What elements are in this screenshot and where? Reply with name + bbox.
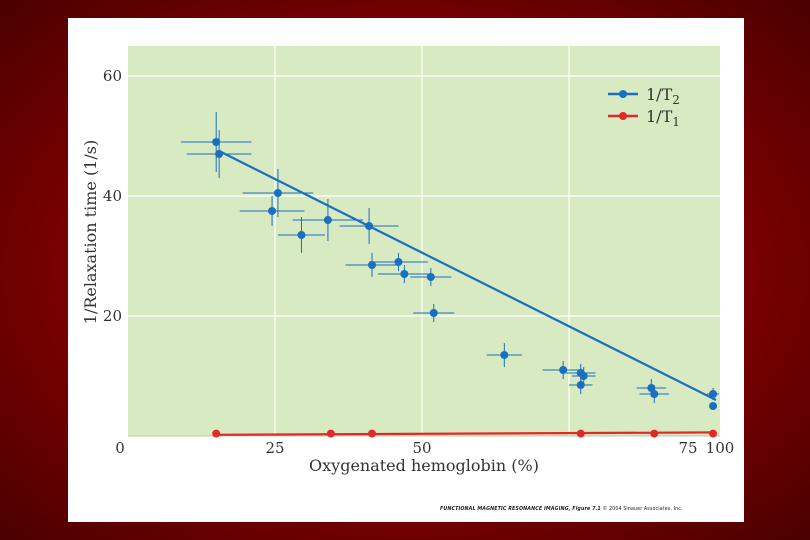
point-t2-15 xyxy=(579,372,588,380)
legend-label-t1: 1/T1 xyxy=(646,107,680,129)
point-t2-3 xyxy=(268,207,277,215)
point-t2-11 xyxy=(429,309,438,317)
point-t2-13 xyxy=(559,366,568,374)
point-t2-7 xyxy=(368,261,377,269)
point-t2-4 xyxy=(297,231,306,239)
y-tick-label-40: 40 xyxy=(103,187,122,205)
x-tick-label-100: 100 xyxy=(706,439,735,457)
point-t2-9 xyxy=(400,270,409,278)
x-tick-label-50: 50 xyxy=(412,439,431,457)
gridlines xyxy=(128,46,720,436)
point-t2-2 xyxy=(273,189,282,197)
point-t1-1 xyxy=(326,429,335,438)
point-t2-19 xyxy=(709,390,718,398)
point-t2-8 xyxy=(394,258,403,266)
x-tick-label-75: 75 xyxy=(678,439,697,457)
point-t2-6 xyxy=(365,222,374,230)
point-t2-0 xyxy=(212,138,221,146)
x-tick-label-25: 25 xyxy=(265,439,284,457)
point-t2-5 xyxy=(323,216,332,224)
series-t1 xyxy=(212,429,718,438)
fit-line-t1 xyxy=(216,431,717,436)
point-t1-5 xyxy=(709,429,718,438)
point-t1-4 xyxy=(650,429,659,438)
plot-area xyxy=(128,46,720,436)
point-t2-1 xyxy=(215,150,224,158)
credit-rest: © 2004 Sinauer Associates, Inc. xyxy=(602,507,683,512)
point-t1-0 xyxy=(212,429,221,438)
point-t2-18 xyxy=(650,390,659,398)
legend-item-t2: 1/T2 xyxy=(608,85,680,107)
legend-label-t2: 1/T2 xyxy=(646,85,680,107)
point-t2-12 xyxy=(500,351,509,359)
point-t1-3 xyxy=(576,429,585,438)
x-axis-title: Oxygenated hemoglobin (%) xyxy=(309,456,539,475)
y-axis-title: 1/Relaxation time (1/s) xyxy=(81,140,100,324)
credit-title: FUNCTIONAL MAGNETIC RESONANCE IMAGING, F… xyxy=(440,507,601,512)
tick-labels: 0 25 50 75 100 20 40 60 xyxy=(103,67,734,457)
x-tick-label-0: 0 xyxy=(115,439,125,457)
point-t1-2 xyxy=(368,429,377,438)
legend-item-t1: 1/T1 xyxy=(608,107,680,129)
y-tick-label-20: 20 xyxy=(103,307,122,325)
point-t2-17 xyxy=(647,384,656,392)
point-t2-16 xyxy=(576,381,585,389)
figure-credit: FUNCTIONAL MAGNETIC RESONANCE IMAGING, F… xyxy=(440,507,683,512)
y-tick-label-60: 60 xyxy=(103,67,122,85)
legend: 1/T2 1/T1 xyxy=(608,85,680,129)
series-t2 xyxy=(180,112,719,410)
point-t2-10 xyxy=(426,273,435,281)
point-t2-20 xyxy=(709,402,718,410)
